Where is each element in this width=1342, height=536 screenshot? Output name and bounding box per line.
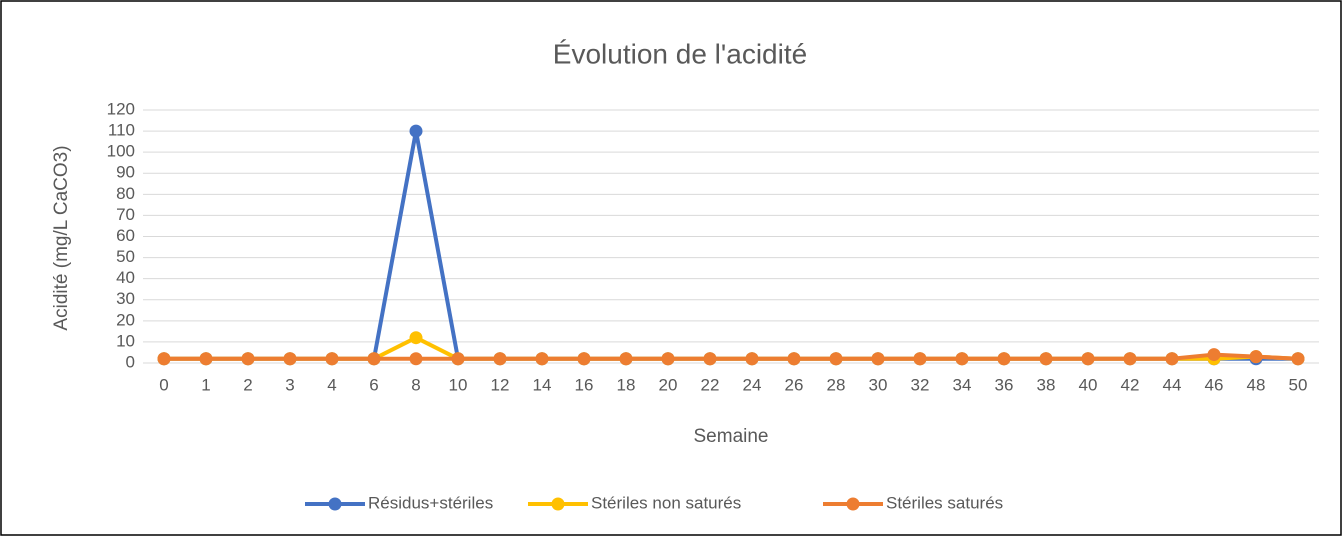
data-point	[493, 352, 507, 366]
data-point	[745, 352, 759, 366]
y-tick-label: 20	[116, 310, 135, 329]
legend-label: Résidus+stériles	[368, 493, 493, 512]
y-tick-label: 40	[116, 268, 135, 287]
x-tick-label: 32	[911, 375, 930, 394]
data-point	[241, 352, 255, 366]
x-tick-label: 0	[159, 375, 168, 394]
data-point	[1081, 352, 1095, 366]
x-tick-label: 50	[1289, 375, 1308, 394]
x-tick-label: 24	[743, 375, 762, 394]
y-tick-label: 10	[116, 331, 135, 350]
legend-marker	[846, 497, 860, 511]
data-point	[997, 352, 1011, 366]
x-tick-label: 30	[869, 375, 888, 394]
data-point	[661, 352, 675, 366]
legend-marker	[551, 497, 565, 511]
y-tick-label: 50	[116, 247, 135, 266]
x-tick-label: 38	[1037, 375, 1056, 394]
data-point	[409, 124, 423, 138]
x-tick-label: 3	[285, 375, 294, 394]
y-tick-label: 120	[107, 99, 135, 118]
y-tick-label: 100	[107, 142, 135, 161]
y-tick-label: 90	[116, 163, 135, 182]
data-point	[325, 352, 339, 366]
x-tick-label: 48	[1247, 375, 1266, 394]
data-point	[451, 352, 465, 366]
series-line	[164, 352, 1299, 361]
x-tick-label: 18	[617, 375, 636, 394]
data-point	[1165, 352, 1179, 366]
data-point	[619, 352, 633, 366]
x-tick-label: 12	[491, 375, 510, 394]
y-tick-label: 110	[108, 121, 135, 140]
x-tick-label: 26	[785, 375, 804, 394]
legend-marker	[328, 497, 342, 511]
data-point	[1207, 348, 1221, 362]
legend-label: Stériles non saturés	[591, 493, 741, 512]
x-tick-label: 2	[243, 375, 252, 394]
x-tick-label: 28	[827, 375, 846, 394]
data-point	[409, 331, 423, 345]
data-point	[409, 352, 423, 366]
data-point	[157, 352, 171, 366]
x-tick-label: 46	[1205, 375, 1224, 394]
x-tick-label: 20	[659, 375, 678, 394]
x-tick-label: 22	[701, 375, 720, 394]
y-tick-label: 30	[116, 289, 135, 308]
y-tick-label: 80	[116, 184, 135, 203]
data-point	[787, 352, 801, 366]
x-tick-label: 40	[1079, 375, 1098, 394]
y-axis-label: Acidité (mg/L CaCO3)	[51, 145, 72, 330]
data-point	[283, 352, 297, 366]
data-point	[871, 352, 885, 366]
x-tick-label: 44	[1163, 375, 1182, 394]
data-point	[367, 352, 381, 366]
data-point	[535, 352, 549, 366]
x-tick-label: 10	[449, 375, 468, 394]
x-tick-label: 4	[327, 375, 336, 394]
data-point	[577, 352, 591, 366]
x-tick-label: 42	[1121, 375, 1140, 394]
data-point	[955, 352, 969, 366]
x-tick-label: 1	[201, 375, 210, 394]
legend-label: Stériles saturés	[886, 493, 1003, 512]
x-tick-label: 8	[411, 375, 420, 394]
data-point	[913, 352, 927, 366]
y-tick-label: 70	[116, 205, 135, 224]
data-point	[1039, 352, 1053, 366]
data-point	[703, 352, 717, 366]
data-point	[829, 352, 843, 366]
data-point	[199, 352, 213, 366]
x-tick-label: 36	[995, 375, 1014, 394]
chart-title: Évolution de l'acidité	[553, 38, 807, 69]
x-tick-label: 16	[575, 375, 594, 394]
x-tick-label: 34	[953, 375, 972, 394]
y-tick-label: 0	[126, 352, 135, 371]
y-tick-label: 60	[116, 226, 135, 245]
x-axis-label: Semaine	[694, 426, 769, 447]
data-point	[1249, 350, 1263, 364]
data-point	[1123, 352, 1137, 366]
data-point	[1291, 352, 1305, 366]
x-tick-label: 6	[369, 375, 378, 394]
x-tick-label: 14	[533, 375, 552, 394]
